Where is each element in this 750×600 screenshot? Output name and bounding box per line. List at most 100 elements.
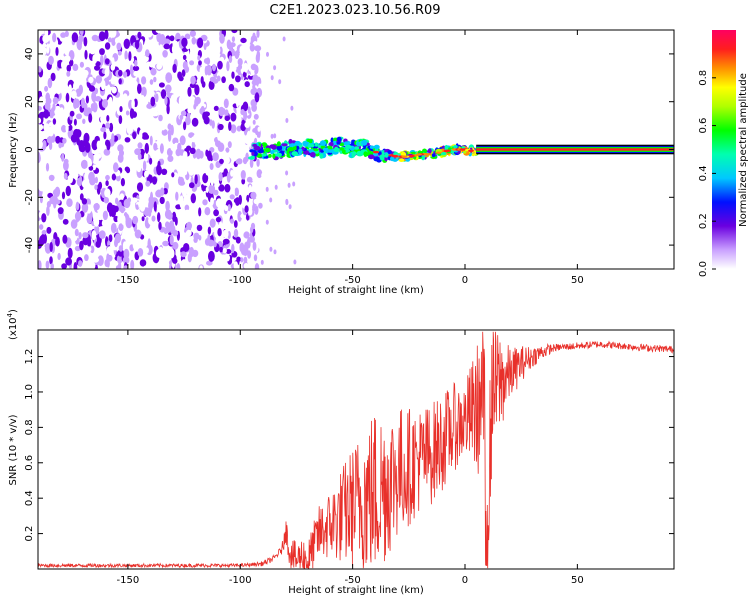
speckle (49, 241, 53, 253)
speckle (84, 49, 88, 60)
speckle (153, 111, 159, 117)
spectrogram-x-label: Height of straight line (km) (288, 285, 424, 296)
speckle (162, 240, 170, 247)
speckle (227, 141, 232, 149)
speckle (161, 124, 166, 131)
speckle (78, 232, 82, 240)
speckle (125, 110, 130, 116)
speckle (152, 230, 159, 239)
speckle (271, 120, 275, 126)
speckle (290, 98, 294, 104)
ridge-peak (392, 155, 399, 158)
speckle (103, 197, 110, 204)
speckle (115, 265, 121, 269)
ridge-peak (468, 149, 474, 152)
speckle (183, 243, 190, 252)
speckle (70, 134, 78, 143)
speckle (189, 30, 196, 37)
speckle (38, 260, 42, 269)
speckle (256, 169, 263, 179)
speckle (181, 69, 186, 77)
speckle (118, 115, 123, 125)
speckle (251, 54, 255, 61)
speckle (61, 44, 69, 53)
speckle (89, 44, 96, 55)
speckle (205, 57, 211, 65)
speckle (48, 43, 55, 49)
speckle (246, 238, 251, 249)
speckle (103, 131, 107, 140)
speckle (124, 50, 128, 61)
spectrogram-panel: -150 -100 -50 0 50 -40 -20 0 20 40 Height of stra… (8, 29, 675, 296)
speckle (79, 30, 84, 36)
speckle (76, 137, 80, 146)
speckle (240, 73, 244, 80)
speckle (200, 254, 207, 265)
speckle (204, 238, 211, 246)
speckle (82, 236, 89, 246)
y-tick-label: 0 (24, 146, 35, 152)
speckle (222, 108, 226, 115)
speckle (139, 201, 146, 212)
speckle (67, 174, 73, 184)
speckle (75, 201, 80, 211)
speckle (225, 249, 232, 254)
speckle (130, 259, 135, 269)
speckle (61, 191, 66, 200)
speckle (68, 209, 74, 218)
speckle (236, 125, 242, 132)
speckle (230, 112, 237, 122)
ridge-blob (387, 150, 392, 155)
x-tick-label: -150 (117, 275, 140, 286)
speckle (122, 93, 128, 104)
speckle (194, 97, 199, 107)
speckle (40, 234, 46, 245)
speckle (253, 198, 260, 205)
speckle (232, 87, 239, 96)
speckle (189, 60, 195, 66)
speckle (145, 180, 151, 187)
speckle (215, 254, 222, 265)
speckle (46, 205, 50, 216)
speckle (181, 259, 187, 267)
speckle (185, 229, 192, 237)
speckle (228, 55, 233, 63)
speckle (210, 177, 214, 186)
ridge-peak (373, 150, 380, 154)
speckle (227, 204, 231, 212)
speckle (134, 115, 140, 125)
speckle (229, 218, 235, 224)
ridge-blob (333, 147, 340, 152)
ridge-blob (384, 153, 389, 158)
speckle (52, 118, 57, 125)
speckle (83, 109, 91, 117)
y-tick-label: 40 (24, 48, 35, 61)
speckle (189, 182, 195, 189)
ridge-blob (298, 148, 303, 155)
speckle (213, 105, 219, 111)
speckle (149, 135, 153, 146)
speckle (45, 260, 50, 269)
speckle (250, 132, 256, 138)
x-tick-label: -150 (117, 575, 140, 586)
speckle (197, 55, 201, 61)
speckle (104, 228, 112, 236)
speckle (63, 172, 68, 180)
colorbar-ticks: 0.0 0.2 0.4 0.6 0.8 (698, 70, 716, 277)
ridge-peak (443, 149, 450, 153)
speckle (189, 82, 196, 89)
speckle (61, 61, 65, 69)
speckle (140, 95, 145, 102)
speckle (235, 159, 243, 165)
speckle (176, 263, 181, 269)
speckle (132, 65, 140, 71)
colorbar-label: Normalized spectral amplitude (738, 73, 749, 227)
ridge-blob (390, 156, 395, 162)
speckle (222, 248, 227, 254)
speckle (233, 261, 238, 269)
speckle (184, 65, 190, 73)
speckle (180, 110, 187, 117)
speckle (141, 76, 147, 85)
ridge-blob (281, 143, 288, 147)
ridge-blob (272, 153, 276, 159)
